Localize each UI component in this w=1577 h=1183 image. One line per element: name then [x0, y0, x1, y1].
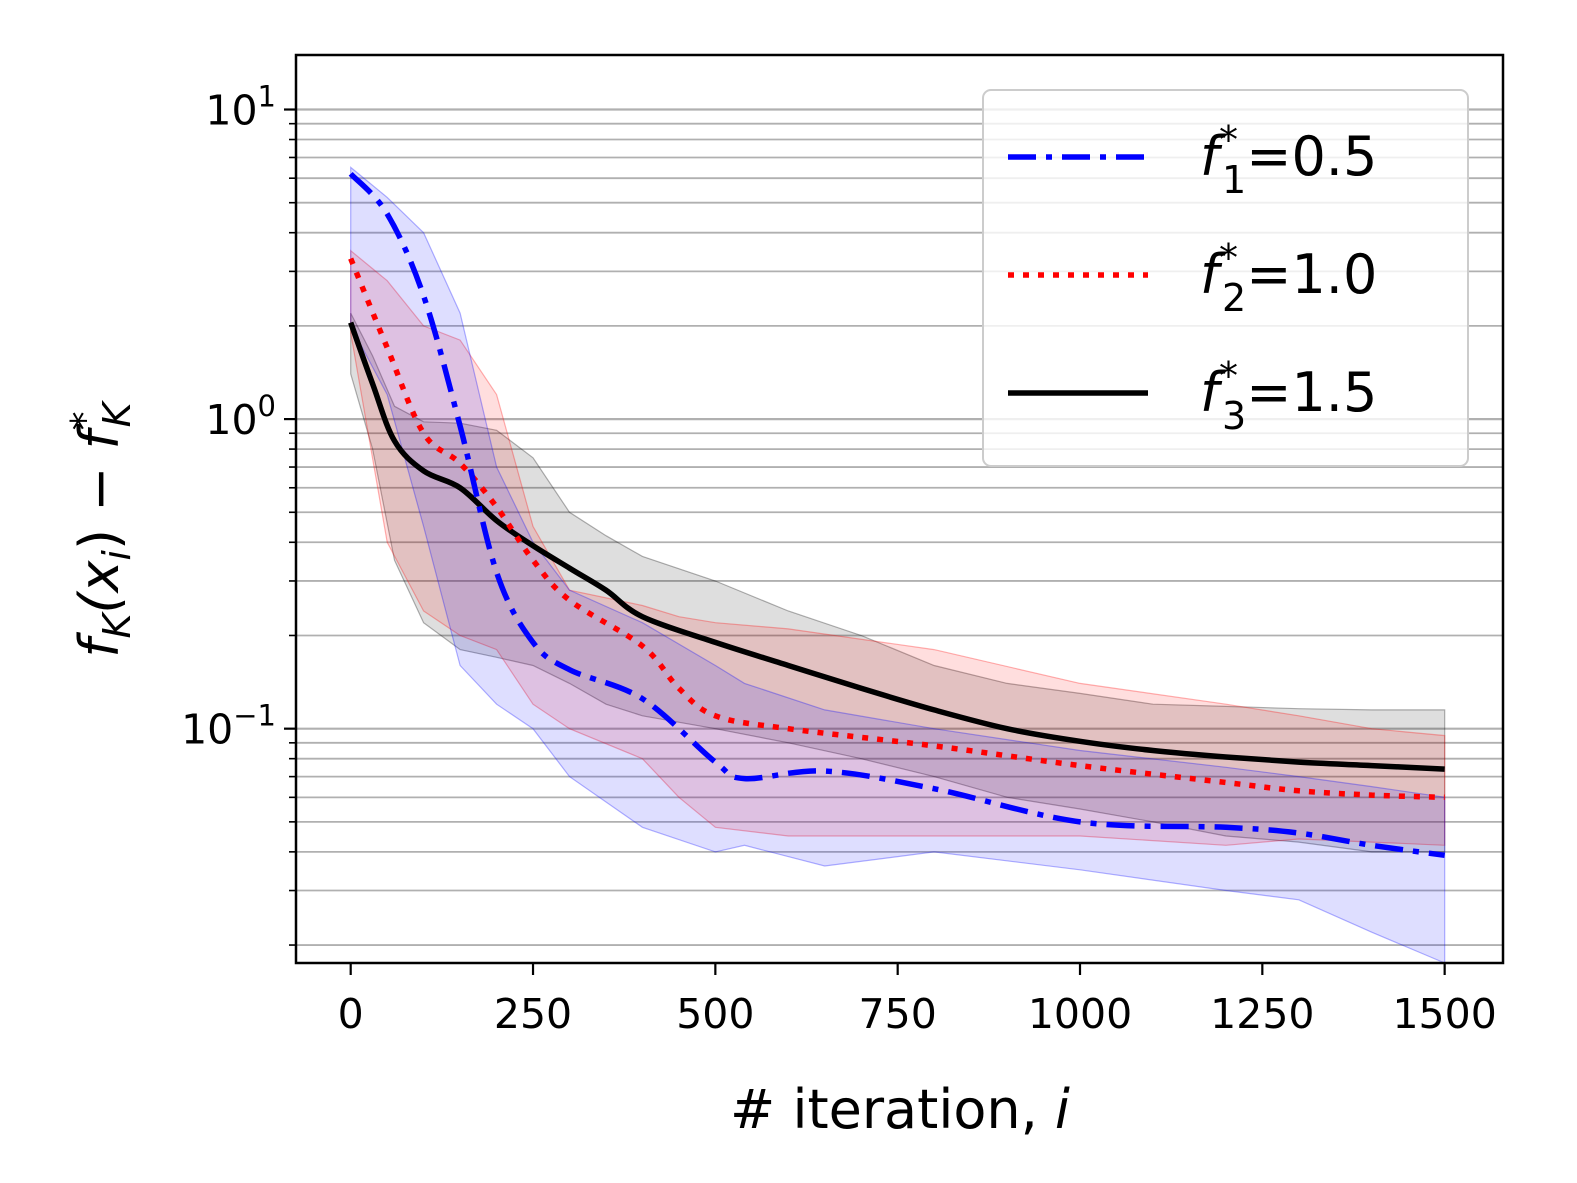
y-axis-title: fK(xi) − f*K: [63, 399, 139, 657]
axis-layer: 0 250 500 750 1000 1250 1500 101 100 10−1: [181, 53, 1505, 1038]
x-tick-label: 500: [676, 990, 754, 1038]
x-tick-label: 1250: [1210, 990, 1314, 1038]
line-layer: [348, 171, 1446, 859]
band-series-2: [350, 249, 1446, 846]
legend-label-2: f* 2=1.0: [1200, 236, 1377, 320]
y-tick-label: 100: [205, 389, 276, 444]
x-tick-label: 1500: [1392, 990, 1496, 1038]
x-tick-label: 250: [494, 990, 572, 1038]
x-tick-label: 1000: [1028, 990, 1132, 1038]
line-series-2: [348, 257, 1445, 801]
line-series-1: [348, 171, 1446, 859]
plot-frame: [294, 53, 1505, 965]
y-tick-label: 10−1: [181, 699, 276, 754]
legend-label-3: f* 3=1.5: [1200, 354, 1377, 438]
x-tick-label: 0: [338, 990, 364, 1038]
band-series-3: [350, 312, 1446, 853]
y-tick-label: 101: [205, 80, 276, 135]
line-series-3: [348, 321, 1445, 772]
x-tick-label: 750: [859, 990, 937, 1038]
x-axis-title: # iteration, i: [730, 1078, 1070, 1141]
legend: f* 1=0.5 f* 2=1.0 f* 3=1.5: [982, 89, 1469, 467]
legend-frame: [982, 89, 1469, 467]
legend-label-1: f* 1=0.5: [1200, 118, 1377, 202]
